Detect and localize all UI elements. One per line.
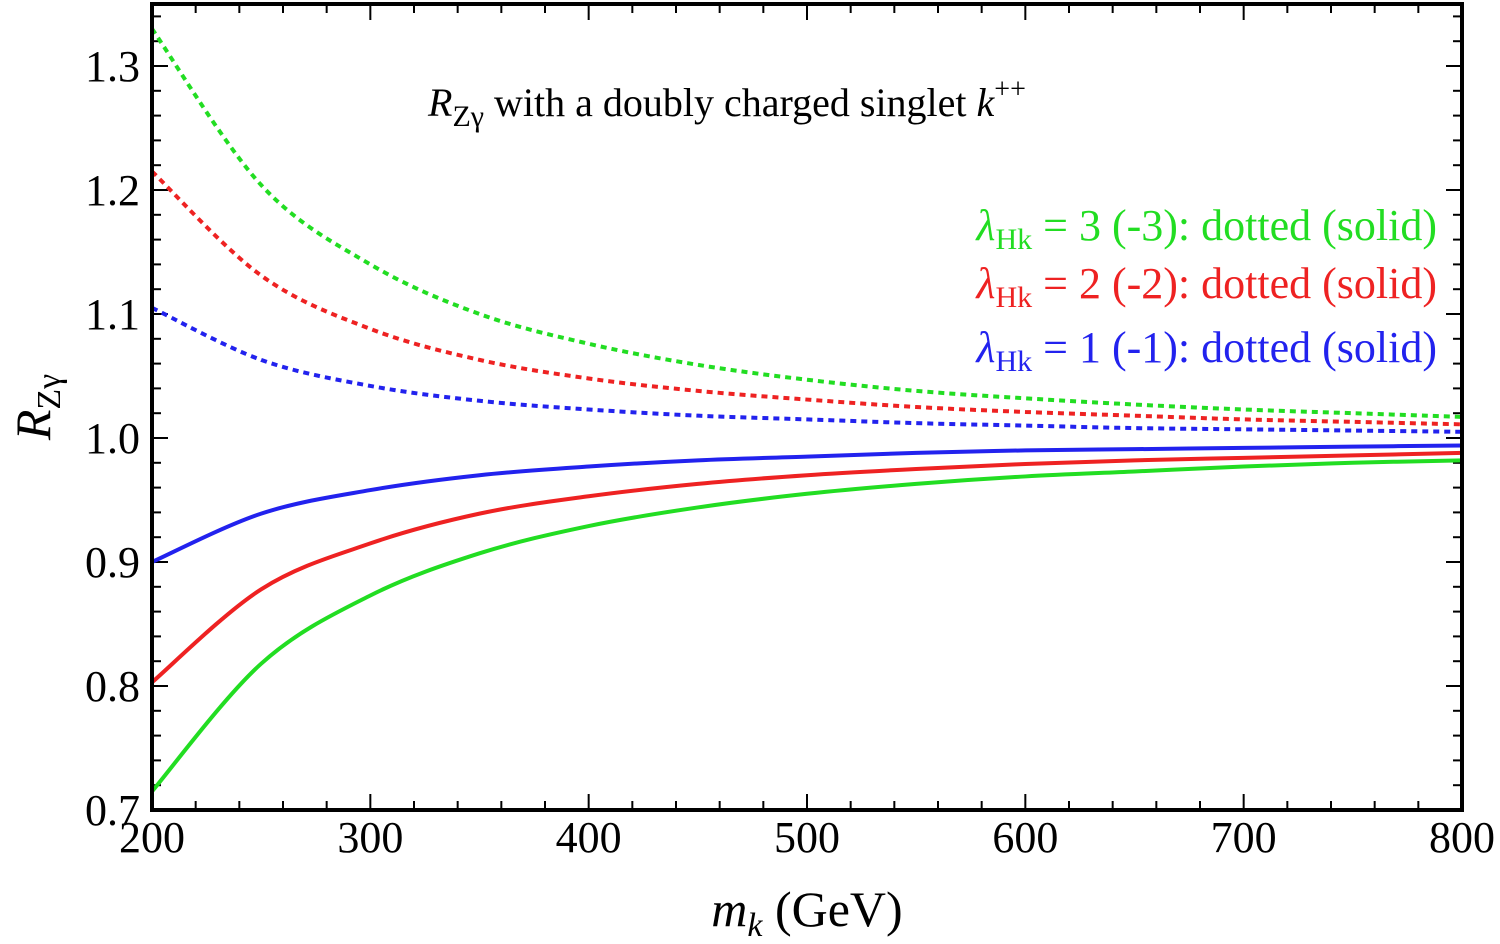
series-line-4 xyxy=(151,443,1463,564)
y-axis-label: RZγ xyxy=(5,374,68,441)
y-tick-labels: 0.7 0.8 0.9 1.0 1.1 1.2 1.3 xyxy=(85,42,140,835)
legend-entry: λHk = 1 (-1): dotted (solid) xyxy=(974,323,1437,378)
series-line-3 xyxy=(151,305,1463,434)
y-tick-label: 1.3 xyxy=(85,42,140,91)
x-tick-label: 300 xyxy=(337,813,403,862)
y-tick-label: 1.0 xyxy=(85,414,140,463)
x-tick-label: 400 xyxy=(556,813,622,862)
series-line-5 xyxy=(150,450,1463,684)
x-tick-label: 600 xyxy=(992,813,1058,862)
series-lines xyxy=(150,27,1463,793)
x-tick-label: 700 xyxy=(1211,813,1277,862)
legend: λHk = 3 (-3): dotted (solid)λHk = 2 (-2)… xyxy=(974,201,1437,378)
chart-title: RZγ with a doubly charged singlet k++ xyxy=(427,74,1026,133)
series-line-1 xyxy=(150,27,1463,419)
y-tick-label: 1.1 xyxy=(85,290,140,339)
x-tick-label: 800 xyxy=(1429,813,1495,862)
y-tick-label: 0.7 xyxy=(85,786,140,835)
x-tick-label: 500 xyxy=(774,813,840,862)
plot-frame xyxy=(150,2,1464,812)
series-line-2 xyxy=(150,169,1463,427)
x-tick-labels: 200 300 400 500 600 700 800 xyxy=(119,813,1495,862)
x-tick-label: 200 xyxy=(119,813,185,862)
legend-entry: λHk = 3 (-3): dotted (solid) xyxy=(974,201,1437,256)
y-tick-label: 0.9 xyxy=(85,538,140,587)
y-tick-label: 0.8 xyxy=(85,662,140,711)
legend-entry: λHk = 2 (-2): dotted (solid) xyxy=(974,259,1437,314)
series-line-6 xyxy=(150,458,1463,793)
x-axis-label: mk (GeV) xyxy=(711,881,902,944)
y-tick-label: 1.2 xyxy=(85,166,140,215)
